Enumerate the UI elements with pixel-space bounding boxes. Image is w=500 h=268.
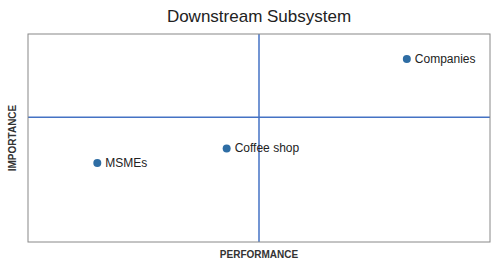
- point: [223, 144, 231, 152]
- divider-horizontal: [28, 116, 490, 118]
- plot-background: [28, 34, 490, 242]
- point-label: Companies: [415, 52, 476, 66]
- title: Downstream Subsystem: [167, 7, 351, 26]
- point: [403, 55, 411, 63]
- plot-frame: [28, 34, 490, 242]
- point-label: MSMEs: [105, 156, 147, 170]
- divider-vertical: [258, 34, 260, 242]
- point: [93, 159, 101, 167]
- x-axis-label: PERFORMANCE: [220, 249, 299, 260]
- plot-area: [28, 34, 490, 242]
- chart: Companies Coffee shop MSMEs Downstream Subs…: [0, 0, 500, 268]
- point-label: Coffee shop: [235, 141, 300, 155]
- y-axis-label: IMPORTANCE: [7, 104, 18, 171]
